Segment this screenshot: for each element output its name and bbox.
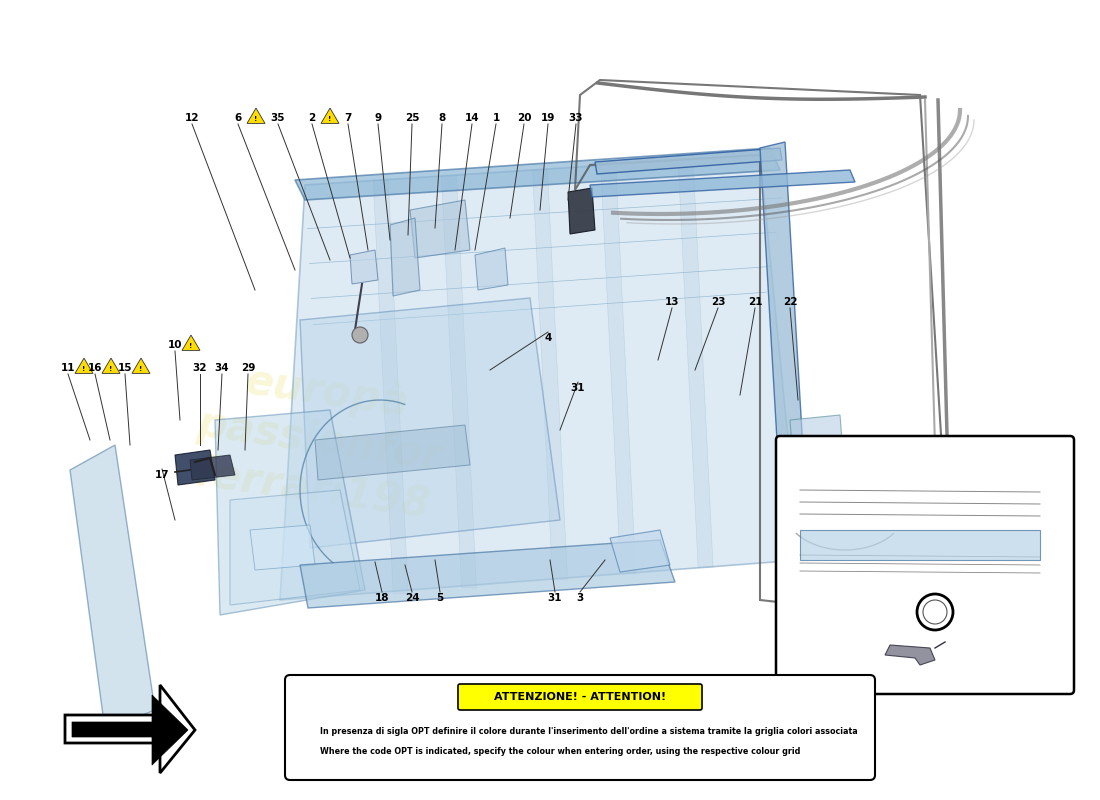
Text: 18: 18 (375, 593, 389, 603)
Polygon shape (410, 200, 470, 258)
Text: Where the code OPT is indicated, specify the colour when entering order, using t: Where the code OPT is indicated, specify… (320, 747, 801, 757)
Circle shape (923, 600, 947, 624)
Polygon shape (102, 358, 120, 374)
Text: 23: 23 (711, 297, 725, 307)
Circle shape (352, 327, 368, 343)
Text: 10: 10 (167, 340, 183, 350)
FancyBboxPatch shape (285, 675, 874, 780)
Text: 4: 4 (544, 333, 552, 343)
Polygon shape (800, 530, 1040, 560)
Polygon shape (373, 181, 408, 594)
Polygon shape (72, 695, 188, 765)
Polygon shape (280, 155, 800, 600)
Text: 16: 16 (88, 363, 102, 373)
Text: In presenza di sigla OPT definire il colore durante l'inserimento dell'ordine a : In presenza di sigla OPT definire il col… (320, 727, 858, 737)
Text: 6: 6 (234, 113, 242, 123)
Text: europà
passionfor
ferrari198: europà passionfor ferrari198 (188, 353, 452, 527)
Polygon shape (350, 250, 378, 284)
Polygon shape (886, 645, 935, 665)
Polygon shape (595, 148, 782, 174)
Text: 13: 13 (664, 297, 680, 307)
Text: 9: 9 (374, 113, 382, 123)
Text: 29: 29 (241, 363, 255, 373)
Text: 19: 19 (541, 113, 556, 123)
Polygon shape (300, 298, 560, 548)
Polygon shape (610, 530, 670, 572)
Text: 27: 27 (1047, 600, 1063, 610)
Polygon shape (295, 148, 780, 200)
Text: 12: 12 (185, 113, 199, 123)
Polygon shape (390, 218, 420, 296)
Polygon shape (678, 160, 713, 567)
Polygon shape (298, 725, 318, 742)
Text: 35: 35 (271, 113, 285, 123)
Polygon shape (230, 490, 360, 605)
Text: 31: 31 (548, 593, 562, 603)
Text: !: ! (82, 366, 86, 372)
Text: 22: 22 (783, 297, 798, 307)
Text: ATTENZIONE! - ATTENTION!: ATTENZIONE! - ATTENTION! (494, 692, 667, 702)
Polygon shape (65, 685, 195, 773)
Text: 24: 24 (405, 593, 419, 603)
Text: 21: 21 (748, 297, 762, 307)
Text: 33: 33 (569, 113, 583, 123)
Polygon shape (475, 248, 508, 290)
Text: !: ! (254, 116, 257, 122)
Text: 30: 30 (1047, 530, 1063, 540)
Text: 1: 1 (493, 113, 499, 123)
Polygon shape (532, 170, 568, 580)
Polygon shape (441, 176, 476, 588)
Polygon shape (300, 540, 675, 608)
Polygon shape (250, 525, 315, 570)
Text: 34: 34 (214, 363, 229, 373)
Polygon shape (182, 335, 200, 350)
Polygon shape (175, 450, 214, 485)
Text: 32: 32 (192, 363, 207, 373)
Polygon shape (190, 455, 235, 480)
FancyBboxPatch shape (776, 436, 1074, 694)
Polygon shape (321, 108, 339, 123)
Polygon shape (568, 188, 595, 234)
Text: 3: 3 (576, 593, 584, 603)
Text: 8: 8 (439, 113, 446, 123)
Text: !: ! (189, 343, 192, 349)
Text: 5: 5 (437, 593, 443, 603)
Text: !: ! (140, 366, 143, 372)
Text: 7: 7 (344, 113, 352, 123)
Polygon shape (75, 358, 94, 374)
Text: 26: 26 (1047, 640, 1063, 650)
Text: 25: 25 (405, 113, 419, 123)
Polygon shape (601, 166, 636, 574)
FancyBboxPatch shape (458, 684, 702, 710)
Text: !: ! (307, 734, 309, 740)
Text: !: ! (329, 116, 331, 122)
Polygon shape (132, 358, 150, 374)
Text: 11: 11 (60, 363, 75, 373)
Polygon shape (248, 108, 265, 123)
Text: 31: 31 (571, 383, 585, 393)
Polygon shape (70, 445, 155, 730)
Text: !: ! (109, 366, 112, 372)
Text: 14: 14 (464, 113, 480, 123)
Text: 28: 28 (1047, 563, 1063, 573)
Polygon shape (590, 170, 855, 197)
Text: 15: 15 (118, 363, 132, 373)
Text: 17: 17 (155, 470, 169, 480)
Polygon shape (760, 142, 810, 578)
Polygon shape (790, 415, 845, 486)
Polygon shape (315, 425, 470, 480)
Polygon shape (214, 410, 365, 615)
Text: 20: 20 (517, 113, 531, 123)
Text: 2: 2 (308, 113, 316, 123)
